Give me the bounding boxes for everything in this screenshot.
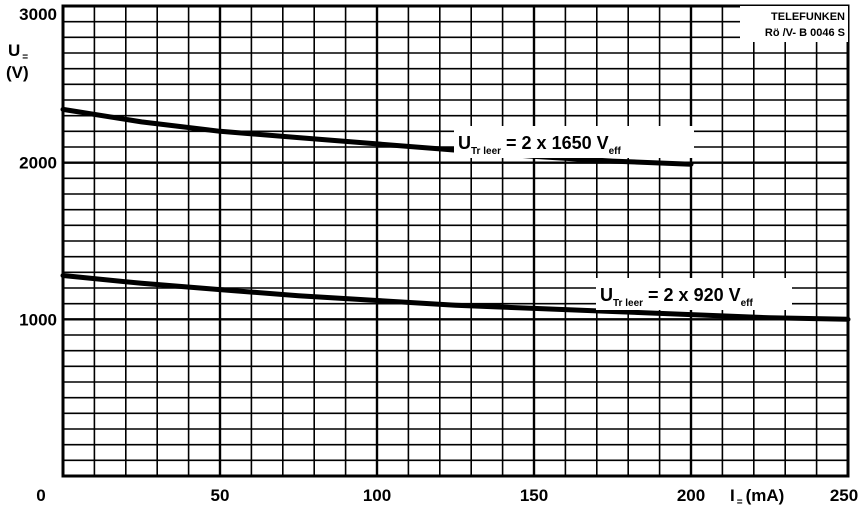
x-axis-ticks: 0 50 100 150 200 250 bbox=[36, 486, 858, 505]
stamp-brand: TELEFUNKEN bbox=[771, 11, 845, 23]
svg-text:UTr leer = 2 x 1650 Veff: UTr leer = 2 x 1650 Veff bbox=[458, 133, 622, 157]
stamp-code: Rö /V- B 0046 S bbox=[765, 27, 845, 39]
y-axis-unit: (V) bbox=[6, 63, 29, 82]
x-tick-label: 100 bbox=[363, 486, 391, 505]
series-label-1650: UTr leer = 2 x 1650 Veff bbox=[454, 126, 694, 158]
manufacturer-stamp: TELEFUNKEN Rö /V- B 0046 S bbox=[740, 6, 848, 42]
y-tick-label: 2000 bbox=[19, 154, 57, 173]
y-axis-label: U = bbox=[8, 41, 28, 63]
series-line-0 bbox=[60, 106, 694, 167]
x-tick-label: 200 bbox=[677, 486, 705, 505]
grid bbox=[61, 4, 850, 478]
svg-text:UTr leer = 2 x 920 Veff: UTr leer = 2 x 920 Veff bbox=[600, 285, 754, 309]
y-axis-ticks: 1000 2000 3000 bbox=[19, 5, 57, 329]
x-axis-label: I = (mA) bbox=[730, 486, 784, 508]
y-tick-label: 1000 bbox=[19, 310, 57, 329]
x-tick-label: 150 bbox=[520, 486, 548, 505]
x-tick-label: 0 bbox=[36, 486, 45, 505]
x-tick-label: 250 bbox=[830, 486, 858, 505]
y-tick-label: 3000 bbox=[19, 5, 57, 24]
series-line-1 bbox=[60, 273, 851, 322]
series-group bbox=[60, 106, 851, 322]
x-tick-label: 50 bbox=[211, 486, 230, 505]
plot-frame bbox=[61, 4, 850, 478]
series-label-920: UTr leer = 2 x 920 Veff bbox=[596, 278, 792, 310]
